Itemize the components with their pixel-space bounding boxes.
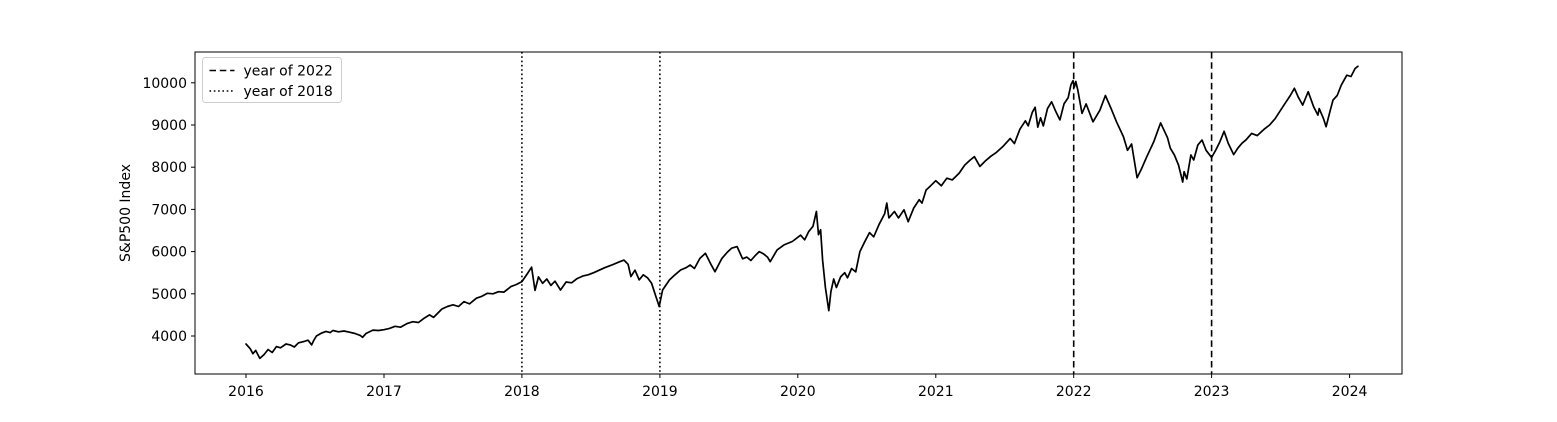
x-tick-label: 2024	[1332, 384, 1368, 400]
x-tick-label: 2020	[780, 384, 816, 400]
y-axis: 4000 5000 6000 7000 8000 9000 10000	[142, 76, 195, 345]
y-tick-label: 9000	[151, 118, 187, 134]
y-tick-label: 4000	[151, 329, 187, 345]
y-tick-label: 5000	[151, 287, 187, 303]
y-axis-label: S&P500 Index	[118, 164, 134, 262]
x-axis: 2016 2017 2018 2019 2020 2021 2022 2023 2024	[228, 374, 1368, 400]
x-tick-label: 2021	[918, 384, 954, 400]
x-tick-label: 2018	[504, 384, 540, 400]
plot-frame	[194, 51, 1403, 375]
legend: year of 2022 year of 2018	[202, 57, 342, 103]
y-tick-label: 7000	[151, 202, 187, 218]
y-tick-label: 8000	[151, 160, 187, 176]
x-tick-label: 2022	[1056, 384, 1092, 400]
x-tick-label: 2016	[228, 384, 264, 400]
x-tick-label: 2023	[1194, 384, 1230, 400]
legend-label: year of 2018	[244, 84, 333, 100]
legend-box	[202, 57, 342, 103]
legend-label: year of 2022	[244, 64, 333, 80]
y-tick-label: 6000	[151, 245, 187, 261]
price-line	[245, 65, 1359, 360]
y-tick-label: 10000	[142, 76, 187, 92]
x-tick-label: 2019	[642, 384, 678, 400]
x-tick-label: 2017	[366, 384, 402, 400]
